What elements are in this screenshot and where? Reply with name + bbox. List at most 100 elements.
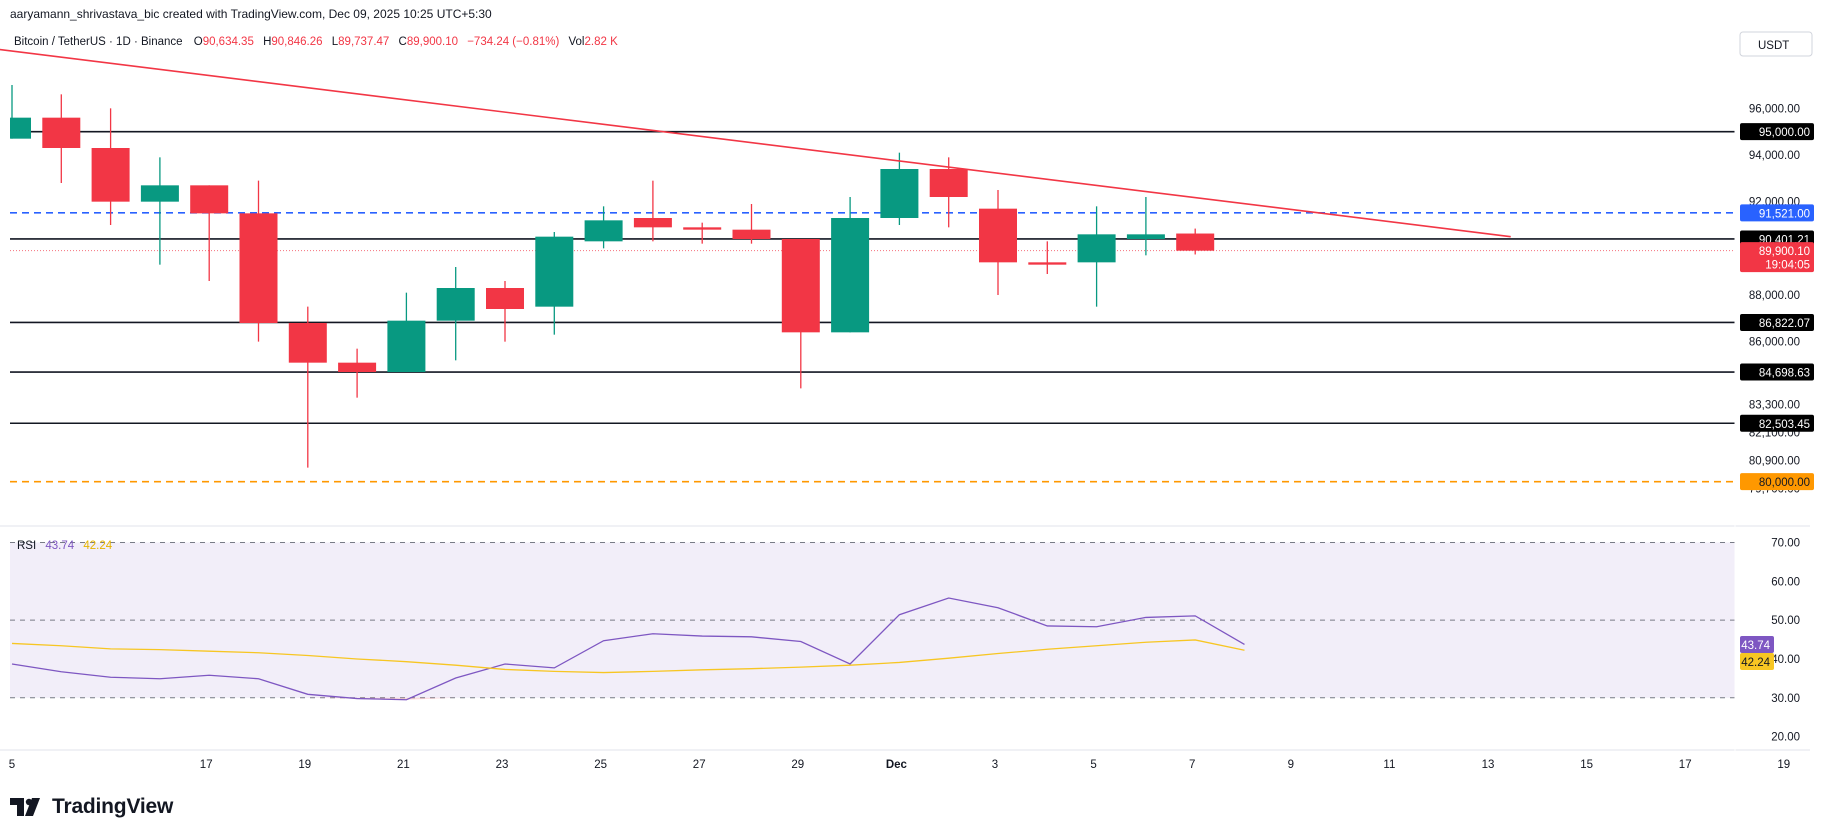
high-label: H [263, 36, 271, 48]
candle-body [91, 148, 130, 202]
rsi-value-tag [1740, 635, 1774, 653]
rsi-value-label: 43.74 [1741, 640, 1770, 652]
symbol-name: Bitcoin / TetherUS · 1D · Binance [14, 36, 183, 48]
candle-body [732, 229, 771, 239]
level-price-tag [1740, 414, 1814, 432]
time-tick-label: 21 [397, 759, 410, 771]
high-value: 90,846.26 [271, 36, 322, 48]
level-price-tag [1740, 473, 1814, 491]
currency-label: USDT [1758, 40, 1789, 52]
candlestick-series [10, 85, 1215, 468]
rsi-tick-label: 60.00 [1771, 576, 1800, 588]
candle-body [1028, 262, 1067, 265]
rsi-label: RSI [17, 540, 36, 552]
candle-body [929, 169, 968, 197]
time-tick-label: 17 [1679, 759, 1692, 771]
trendline [0, 48, 1511, 238]
candle-body [239, 213, 278, 323]
price-tick-label: 86,000.00 [1749, 337, 1800, 349]
currency-box[interactable] [1739, 31, 1813, 57]
level-price-label: 86,822.07 [1759, 318, 1810, 330]
rsi-tick-label: 20.00 [1771, 732, 1800, 744]
candle-body [584, 220, 623, 242]
candle-body [190, 185, 229, 214]
time-tick-label: 13 [1482, 759, 1495, 771]
rsi-ma-value-tag [1740, 652, 1774, 670]
open-value: 90,634.35 [203, 36, 254, 48]
time-tick-label: 15 [1580, 759, 1593, 771]
low-value: 89,737.47 [338, 36, 389, 48]
candle-body [10, 117, 31, 139]
open-label: O [194, 36, 203, 48]
candle-body [436, 288, 475, 321]
candle-body [140, 185, 179, 202]
level-price-label: 80,000.00 [1759, 477, 1810, 489]
rsi-pane: 70.00 60.00 50.00 40.00 30.00 20.00 43.74 42.24 [10, 537, 1800, 744]
rsi-ma-line [11, 639, 1245, 674]
time-tick-label: 5 [1090, 759, 1096, 771]
tradingview-logo[interactable]: TradingView [10, 794, 173, 820]
low-label: L [332, 36, 339, 48]
candle-body [535, 236, 574, 307]
horizontal-levels [10, 130, 1735, 483]
time-tick-label: 23 [496, 759, 509, 771]
close-value: 89,900.10 [407, 36, 458, 48]
candle-body [1077, 234, 1116, 263]
level-price-tag [1740, 204, 1814, 222]
time-axis: 5 17 19 21 23 25 27 29 Dec 3 5 7 9 11 13 15 17 19 [9, 759, 1790, 771]
time-tick-label: 29 [791, 759, 804, 771]
rsi-tick-label: 50.00 [1771, 615, 1800, 627]
level-price-tag [1740, 313, 1814, 331]
time-tick-label: 7 [1189, 759, 1195, 771]
chart-credit-header: aaryamann_shrivastava_bic created with T… [10, 7, 492, 21]
symbol-legend: Bitcoin / TetherUS · 1D · Binance O90,63… [14, 36, 618, 48]
close-label: C [399, 36, 407, 48]
rsi-legend: RSI 43.74 42.24 [17, 540, 113, 552]
candle-body [831, 218, 870, 333]
candle-body [1126, 234, 1165, 239]
time-tick-label: 19 [1777, 759, 1790, 771]
candle-body [486, 288, 524, 309]
level-price-tag [1740, 363, 1814, 381]
price-tick-label: 83,300.00 [1749, 400, 1800, 412]
candle-body [979, 208, 1017, 263]
rsi-tick-label: 40.00 [1771, 654, 1800, 666]
change-value: −734.24 (−0.81%) [467, 36, 559, 48]
rsi-ma-value-label: 42.24 [1741, 657, 1770, 669]
time-tick-label: 5 [9, 759, 15, 771]
descending-trendline [0, 48, 1511, 238]
rsi-tick-label: 30.00 [1771, 693, 1800, 705]
volume-label: Vol [569, 36, 585, 48]
candle-body [880, 169, 919, 218]
rsi-oversold-fill [12, 697, 1245, 700]
time-tick-label: Dec [886, 759, 908, 771]
candle-body [42, 117, 81, 148]
rsi-ma-legend-value: 42.24 [83, 540, 112, 552]
price-tick-label: 80,900.00 [1749, 456, 1800, 468]
candle-body [1176, 233, 1215, 251]
candle-body [387, 320, 426, 372]
level-price-label: 82,503.45 [1759, 419, 1810, 431]
level-price-label: 91,521.00 [1759, 208, 1810, 220]
bar-countdown-label: 19:04:05 [1765, 260, 1810, 272]
time-tick-label: 17 [200, 759, 213, 771]
candle-body [633, 218, 672, 228]
time-tick-label: 11 [1383, 759, 1395, 771]
time-tick-label: 9 [1288, 759, 1294, 771]
current-price-tag [1740, 242, 1814, 273]
candle-body [338, 362, 377, 372]
time-tick-label: 25 [594, 759, 607, 771]
candle-body [683, 227, 722, 230]
rsi-legend-value: 43.74 [45, 540, 74, 552]
time-tick-label: 3 [992, 759, 998, 771]
candle-body [781, 239, 820, 333]
level-price-tag [1740, 123, 1814, 141]
volume-value: 2.82 K [585, 36, 619, 48]
price-axis-labels: 96,000.0094,000.0092,000.0088,000.0086,0… [1740, 103, 1814, 496]
rsi-line [11, 597, 1245, 701]
current-price-label: 89,900.10 [1759, 246, 1810, 258]
tradingview-logo-icon [10, 798, 40, 816]
time-tick-label: 19 [298, 759, 311, 771]
candle-body [288, 323, 327, 363]
